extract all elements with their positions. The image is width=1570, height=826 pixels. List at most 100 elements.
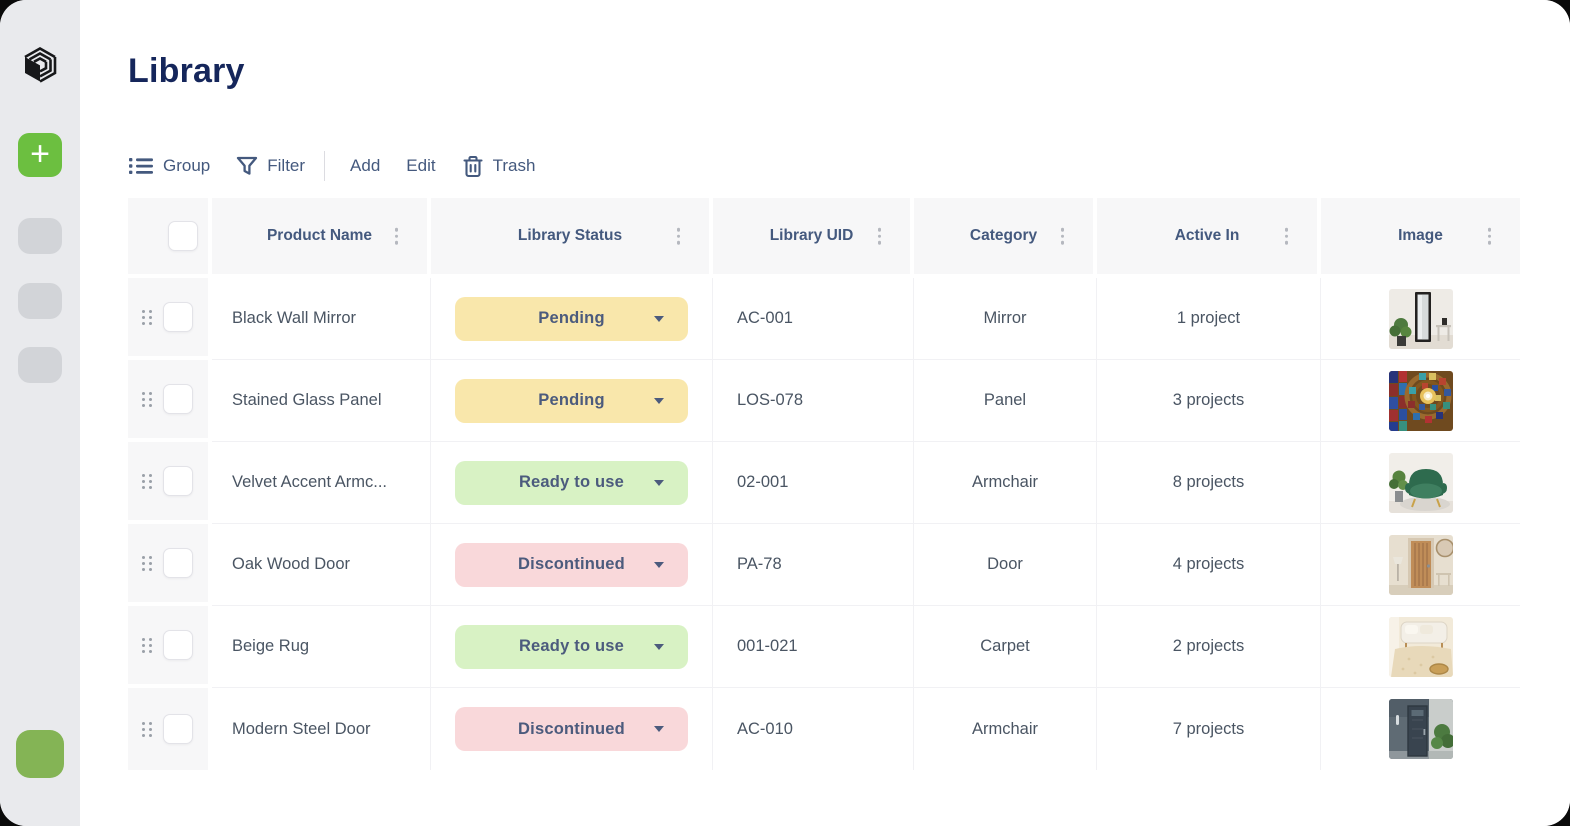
filter-funnel-icon xyxy=(237,156,258,175)
row-checkbox[interactable] xyxy=(163,714,193,744)
column-header-category: Category xyxy=(914,198,1097,278)
row-checkbox[interactable] xyxy=(163,466,193,496)
group-button[interactable]: Group xyxy=(128,155,210,177)
active-in-text: 1 project xyxy=(1176,309,1241,327)
sidebar-item-placeholder-2[interactable] xyxy=(18,283,62,319)
active-in-text: 4 projects xyxy=(1172,555,1245,573)
edit-label: Edit xyxy=(406,156,436,175)
trash-icon xyxy=(463,155,483,177)
row-checkbox[interactable] xyxy=(163,548,193,578)
library-status-cell: Ready to use xyxy=(431,606,713,688)
column-header-label: Image xyxy=(1398,227,1443,244)
row-select-cell xyxy=(128,360,212,442)
row-checkbox[interactable] xyxy=(163,302,193,332)
active-in-cell: 2 projects xyxy=(1097,606,1321,688)
row-drag-handle-icon[interactable] xyxy=(142,309,152,325)
column-menu-kebab-icon[interactable] xyxy=(1058,225,1068,248)
library-table: Product Name Library Status Library UID Cat… xyxy=(128,198,1520,770)
column-header-label: Library UID xyxy=(769,227,854,244)
image-cell xyxy=(1321,524,1520,606)
status-dropdown[interactable]: Discontinued xyxy=(455,707,688,751)
row-drag-handle-icon[interactable] xyxy=(142,473,152,489)
row-drag-handle-icon[interactable] xyxy=(142,637,152,653)
product-name-cell: Stained Glass Panel xyxy=(212,360,431,442)
add-button[interactable]: Add xyxy=(350,156,380,176)
sidebar-add-button[interactable]: + xyxy=(18,133,62,177)
column-menu-kebab-icon[interactable] xyxy=(674,225,684,248)
library-uid-text: AC-001 xyxy=(737,309,793,327)
active-in-cell: 7 projects xyxy=(1097,688,1321,770)
modern-steel-door-photo[interactable] xyxy=(1388,699,1453,759)
row-checkbox[interactable] xyxy=(163,630,193,660)
black-wall-mirror-photo[interactable] xyxy=(1388,288,1453,349)
column-header-status: Library Status xyxy=(431,198,713,278)
library-uid-text: PA-78 xyxy=(737,555,782,573)
caret-down-icon xyxy=(654,561,664,568)
library-status-cell: Discontinued xyxy=(431,524,713,606)
library-status-cell: Pending xyxy=(431,278,713,360)
column-menu-kebab-icon[interactable] xyxy=(392,225,402,248)
status-dropdown[interactable]: Ready to use xyxy=(455,460,688,505)
library-status-cell: Pending xyxy=(431,360,713,442)
image-cell xyxy=(1321,278,1520,360)
column-header-name: Product Name xyxy=(212,198,431,278)
caret-down-icon xyxy=(654,479,664,486)
column-header-label: Product Name xyxy=(266,227,373,244)
category-cell: Armchair xyxy=(914,442,1097,524)
table-header-select[interactable] xyxy=(128,198,212,278)
status-dropdown[interactable]: Pending xyxy=(455,378,688,423)
product-name-text: Stained Glass Panel xyxy=(232,391,382,409)
trash-button[interactable]: Trash xyxy=(462,155,536,178)
row-select-cell xyxy=(128,688,212,770)
cube-logo-icon xyxy=(24,47,57,83)
row-drag-handle-icon[interactable] xyxy=(142,391,152,407)
column-menu-kebab-icon[interactable] xyxy=(1282,225,1292,248)
row-select-cell xyxy=(128,442,212,524)
sidebar-item-placeholder-3[interactable] xyxy=(18,347,62,383)
image-cell xyxy=(1321,442,1520,524)
column-header-uid: Library UID xyxy=(713,198,914,278)
sidebar-bottom-button[interactable] xyxy=(16,730,64,778)
filter-button[interactable]: Filter xyxy=(236,155,305,177)
library-uid-cell: LOS-078 xyxy=(713,360,914,442)
oak-wood-door-photo[interactable] xyxy=(1388,534,1453,595)
status-dropdown[interactable]: Pending xyxy=(455,296,688,341)
status-label: Ready to use xyxy=(518,473,625,491)
sidebar-item-placeholder-1[interactable] xyxy=(18,218,62,254)
velvet-accent-armchair-photo[interactable] xyxy=(1388,452,1453,513)
category-cell: Armchair xyxy=(914,688,1097,770)
column-menu-kebab-icon[interactable] xyxy=(875,225,885,248)
category-text: Panel xyxy=(983,391,1027,409)
row-select-cell xyxy=(128,524,212,606)
row-select-cell xyxy=(128,278,212,360)
category-cell: Panel xyxy=(914,360,1097,442)
stained-glass-panel-photo[interactable] xyxy=(1388,370,1453,431)
product-name-cell: Black Wall Mirror xyxy=(212,278,431,360)
library-status-cell: Ready to use xyxy=(431,442,713,524)
library-uid-cell: 02-001 xyxy=(713,442,914,524)
product-name-text: Black Wall Mirror xyxy=(232,309,357,327)
column-header-image: Image xyxy=(1321,198,1520,278)
trash-label: Trash xyxy=(492,156,536,175)
status-label: Discontinued xyxy=(518,719,625,738)
product-name-cell: Velvet Accent Armc... xyxy=(212,442,431,524)
edit-button[interactable]: Edit xyxy=(406,156,435,176)
beige-rug-photo[interactable] xyxy=(1388,616,1453,677)
category-text: Armchair xyxy=(971,473,1038,491)
select-all-checkbox[interactable] xyxy=(168,221,198,251)
product-name-text: Modern Steel Door xyxy=(232,719,371,738)
row-drag-handle-icon[interactable] xyxy=(142,721,152,737)
product-name-text: Velvet Accent Armc... xyxy=(232,473,387,491)
row-drag-handle-icon[interactable] xyxy=(142,555,152,571)
row-checkbox[interactable] xyxy=(163,384,193,414)
status-dropdown[interactable]: Discontinued xyxy=(455,542,688,587)
sidebar: + xyxy=(0,0,80,826)
caret-down-icon xyxy=(654,397,664,404)
column-menu-kebab-icon[interactable] xyxy=(1485,225,1495,248)
library-uid-text: LOS-078 xyxy=(737,391,804,409)
column-header-label: Library Status xyxy=(517,227,623,244)
active-in-cell: 1 project xyxy=(1097,278,1321,360)
image-cell xyxy=(1321,360,1520,442)
status-dropdown[interactable]: Ready to use xyxy=(455,624,688,669)
category-text: Carpet xyxy=(980,637,1030,655)
